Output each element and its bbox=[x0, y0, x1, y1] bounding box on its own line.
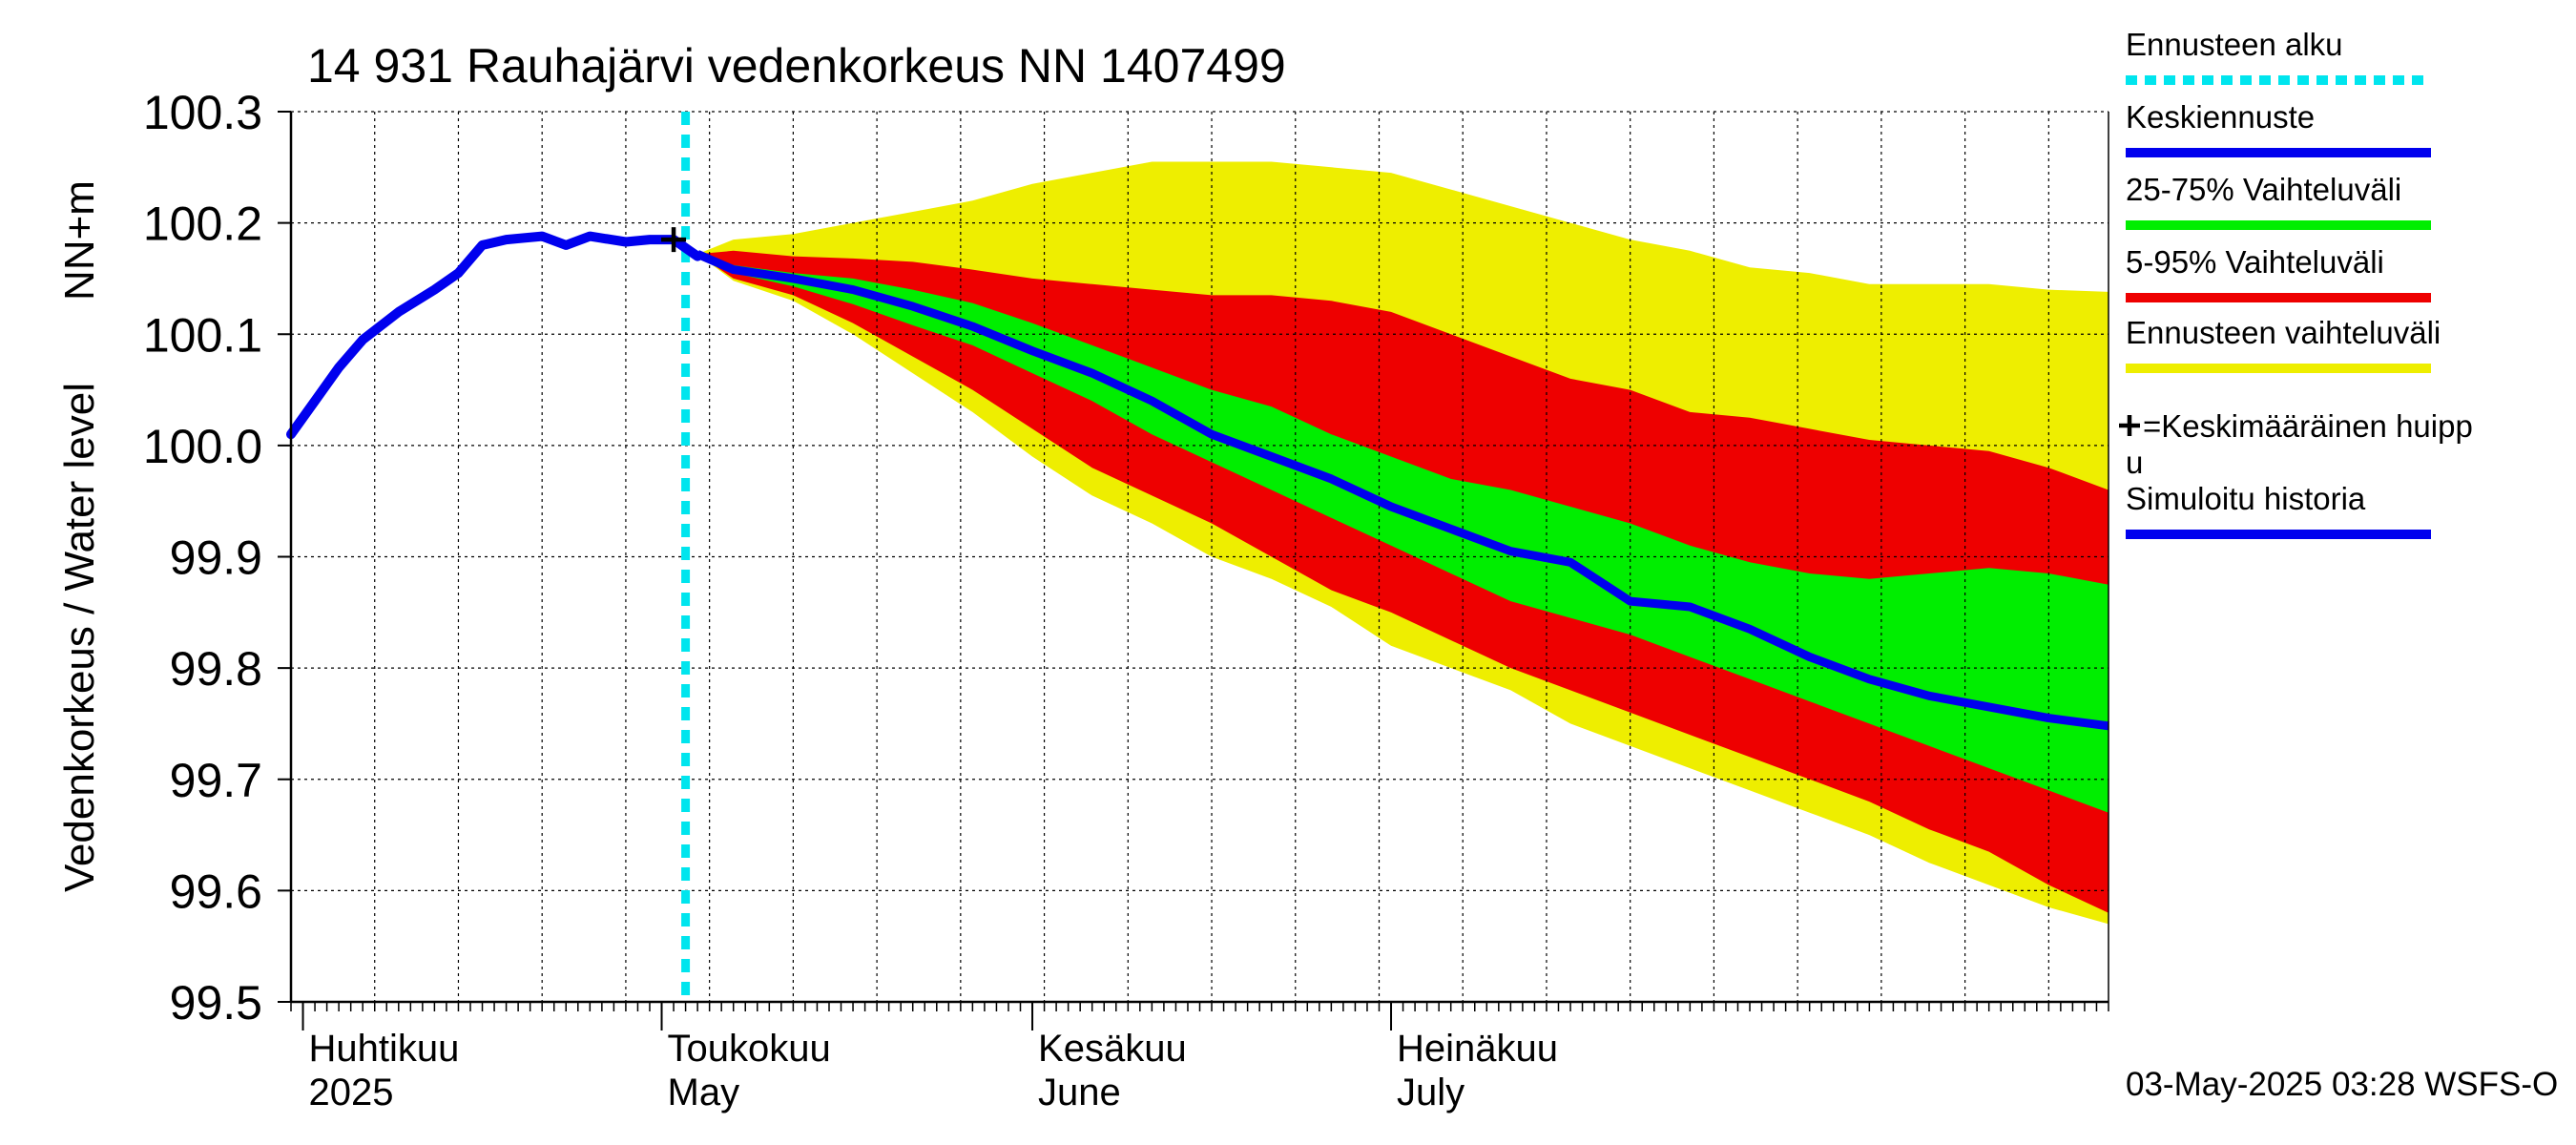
y-axis-label: Vedenkorkeus / Water level bbox=[56, 383, 103, 892]
y-tick-label: 99.7 bbox=[170, 754, 262, 807]
y-tick-label: 100.2 bbox=[143, 198, 262, 251]
legend-label-cont: u bbox=[2126, 445, 2143, 480]
mean-peak-marker bbox=[661, 227, 687, 253]
legend-label: 5-95% Vaihteluväli bbox=[2126, 244, 2384, 280]
legend-label: Simuloitu historia bbox=[2126, 481, 2366, 516]
y-tick-labels: 100.3 100.2 100.1 100.0 99.9 99.8 99.7 99.6 99.5 bbox=[143, 86, 262, 1030]
y-tick-label: 100.1 bbox=[143, 308, 262, 362]
p25-75-band bbox=[697, 254, 2109, 813]
month-label-fi: Heinäkuu bbox=[1397, 1028, 1558, 1070]
y-tick-label: 100.3 bbox=[143, 86, 262, 139]
median-forecast-line bbox=[696, 250, 2109, 731]
series-lines bbox=[286, 112, 2109, 1002]
legend-label: 25-75% Vaihteluväli bbox=[2126, 172, 2401, 207]
y-tick-label: 99.6 bbox=[170, 864, 262, 918]
month-label-en: June bbox=[1038, 1072, 1121, 1114]
history-line bbox=[286, 231, 703, 440]
forecast-bands bbox=[697, 161, 2109, 925]
month-label-en: 2025 bbox=[309, 1072, 394, 1114]
legend-peak-symbol bbox=[2119, 415, 2140, 436]
month-label-fi: Huhtikuu bbox=[309, 1028, 460, 1070]
legend: Ennusteen alku Keskiennuste 25-75% Vaihtel… bbox=[2119, 27, 2473, 539]
y-tick-label: 100.0 bbox=[143, 420, 262, 473]
month-label-en: May bbox=[668, 1072, 740, 1114]
y-axis-unit-label: NN+m bbox=[56, 180, 103, 301]
axes bbox=[278, 111, 2109, 1030]
y-tick-label: 99.5 bbox=[170, 976, 262, 1030]
grid bbox=[291, 111, 2109, 1002]
month-label-en: July bbox=[1397, 1072, 1465, 1114]
timestamp-label: 03-May-2025 03:28 WSFS-O bbox=[2126, 1066, 2558, 1103]
y-tick-label: 99.8 bbox=[170, 642, 262, 696]
legend-label: =Keskimääräinen huipp bbox=[2143, 408, 2473, 444]
y-tick-label: 99.9 bbox=[170, 531, 262, 585]
legend-label: Ennusteen vaihteluväli bbox=[2126, 315, 2441, 350]
month-label-fi: Toukokuu bbox=[668, 1028, 831, 1070]
legend-label: Ennusteen alku bbox=[2126, 27, 2343, 62]
chart-title: 14 931 Rauhajärvi vedenkorkeus NN 140749… bbox=[307, 39, 1286, 93]
p5-95-band bbox=[697, 250, 2109, 913]
legend-label: Keskiennuste bbox=[2126, 99, 2315, 135]
month-label-fi: Kesäkuu bbox=[1038, 1028, 1187, 1070]
